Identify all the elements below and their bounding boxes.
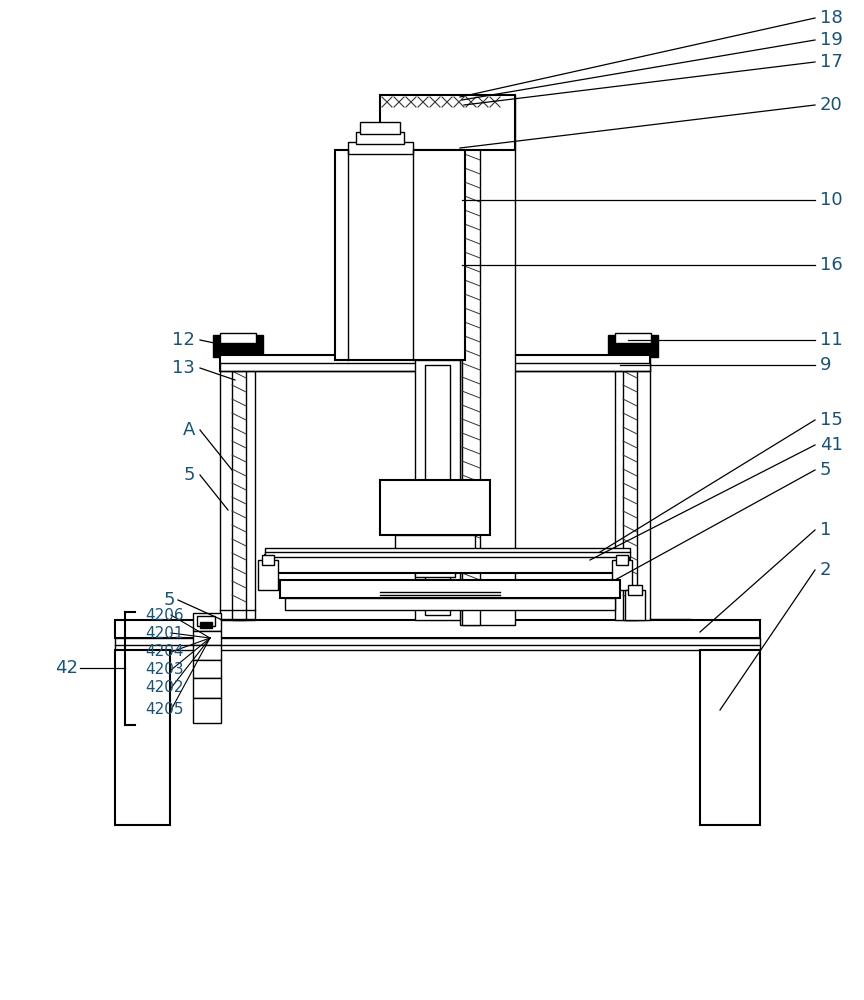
Bar — [193, 645, 221, 660]
Bar — [200, 622, 212, 628]
Bar — [265, 555, 630, 573]
Text: 20: 20 — [820, 96, 842, 114]
Text: 4205: 4205 — [145, 702, 183, 718]
Text: 5: 5 — [820, 461, 831, 479]
Bar — [615, 355, 650, 620]
Text: 12: 12 — [172, 331, 195, 349]
Bar — [220, 333, 256, 343]
Bar — [220, 355, 255, 620]
Bar — [462, 95, 480, 625]
Text: 1: 1 — [820, 521, 831, 539]
Bar — [220, 363, 650, 371]
Bar — [220, 355, 650, 371]
Text: 5: 5 — [183, 466, 195, 484]
Bar — [197, 616, 215, 626]
Bar — [460, 95, 515, 625]
Bar — [356, 132, 404, 144]
Bar — [258, 560, 278, 590]
Text: 17: 17 — [820, 53, 843, 71]
Bar — [285, 598, 615, 610]
Bar — [700, 650, 760, 825]
Bar — [623, 355, 637, 620]
Text: A: A — [182, 421, 195, 439]
Text: 15: 15 — [820, 411, 843, 429]
Bar — [115, 638, 760, 650]
Bar — [265, 548, 630, 557]
Bar — [425, 365, 450, 615]
Bar — [280, 580, 620, 598]
Text: 4204: 4204 — [145, 645, 183, 660]
Bar — [608, 335, 658, 357]
Bar — [380, 95, 515, 150]
Bar — [360, 122, 400, 134]
Text: 4206: 4206 — [145, 607, 184, 622]
Text: 5: 5 — [163, 591, 175, 609]
Bar — [232, 355, 246, 620]
Bar — [193, 631, 221, 645]
Text: 16: 16 — [820, 256, 842, 274]
Bar — [193, 613, 221, 631]
Text: 9: 9 — [820, 356, 831, 374]
Text: 41: 41 — [820, 436, 843, 454]
Text: 4202: 4202 — [145, 680, 183, 696]
Bar — [213, 335, 263, 357]
Bar — [115, 620, 760, 638]
Bar — [193, 660, 221, 678]
Bar — [628, 585, 642, 595]
Bar — [615, 333, 651, 343]
Text: 19: 19 — [820, 31, 843, 49]
Bar — [395, 535, 475, 555]
Text: 4201: 4201 — [145, 626, 183, 641]
Text: 4203: 4203 — [145, 662, 184, 678]
Text: 2: 2 — [820, 561, 831, 579]
Bar — [262, 555, 274, 565]
Bar — [115, 650, 170, 825]
Bar — [193, 678, 221, 698]
Bar — [348, 142, 413, 154]
Bar — [415, 360, 460, 620]
Bar — [380, 480, 490, 535]
Bar — [616, 555, 628, 565]
Text: 13: 13 — [172, 359, 195, 377]
Text: 42: 42 — [55, 659, 78, 677]
Bar — [335, 150, 465, 360]
Text: 18: 18 — [820, 9, 842, 27]
Bar — [625, 590, 645, 620]
Bar — [193, 698, 221, 723]
Text: 11: 11 — [820, 331, 842, 349]
Text: 10: 10 — [820, 191, 842, 209]
Bar — [415, 555, 455, 577]
Bar — [612, 560, 632, 590]
